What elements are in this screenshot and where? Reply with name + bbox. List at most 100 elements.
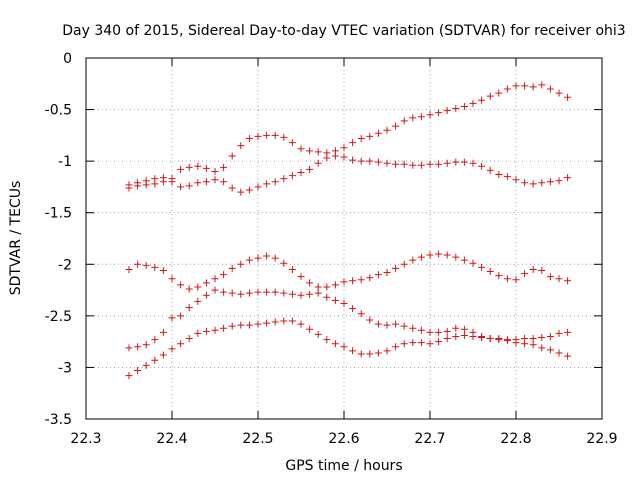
data-point — [177, 281, 185, 289]
data-point — [349, 156, 357, 164]
data-point — [357, 157, 365, 165]
data-point — [245, 186, 253, 194]
data-point — [202, 178, 210, 186]
x-tick-label: 22.4 — [156, 431, 187, 447]
data-point — [478, 162, 486, 170]
x-tick-label: 22.7 — [414, 431, 445, 447]
data-point — [314, 289, 322, 297]
data-point — [564, 352, 572, 360]
data-point — [271, 254, 279, 262]
data-point — [134, 367, 142, 375]
data-point — [202, 291, 210, 299]
data-point — [374, 271, 382, 279]
data-point — [194, 329, 202, 337]
data-point — [486, 166, 494, 174]
data-point — [177, 165, 185, 173]
data-point — [202, 164, 210, 172]
y-tick-label: -3 — [58, 360, 72, 376]
data-point — [220, 324, 228, 332]
data-point — [211, 275, 219, 283]
data-point — [529, 180, 537, 188]
data-point — [392, 160, 400, 168]
data-point — [237, 260, 245, 268]
data-point — [151, 175, 159, 183]
data-point — [460, 158, 468, 166]
data-point — [383, 126, 391, 134]
data-point — [417, 339, 425, 347]
data-point — [151, 356, 159, 364]
data-point — [400, 160, 408, 168]
data-point — [271, 178, 279, 186]
data-point — [340, 299, 348, 307]
data-point — [349, 139, 357, 147]
data-point — [521, 340, 529, 348]
data-point — [314, 148, 322, 156]
data-point — [469, 332, 477, 340]
data-point — [486, 92, 494, 100]
data-point — [323, 336, 331, 344]
data-point — [452, 105, 460, 113]
x-tick-label: 22.5 — [242, 431, 273, 447]
data-point — [435, 328, 443, 336]
data-point — [400, 260, 408, 268]
data-point — [443, 327, 451, 335]
data-point — [323, 293, 331, 301]
data-point — [340, 144, 348, 152]
data-point — [288, 265, 296, 273]
data-point — [392, 343, 400, 351]
data-point — [159, 351, 167, 359]
data-point — [564, 277, 572, 285]
data-point — [392, 320, 400, 328]
data-point — [314, 330, 322, 338]
data-point — [228, 264, 236, 272]
data-point — [340, 278, 348, 286]
data-point — [546, 85, 554, 93]
data-point — [503, 85, 511, 93]
data-point — [194, 179, 202, 187]
data-point — [521, 82, 529, 90]
data-point — [366, 157, 374, 165]
data-point — [263, 252, 271, 260]
data-point — [503, 336, 511, 344]
y-tick-label: -1.5 — [45, 206, 72, 222]
data-point — [263, 180, 271, 188]
data-point — [555, 89, 563, 97]
data-point — [495, 272, 503, 280]
data-point — [426, 251, 434, 259]
data-points — [125, 81, 572, 380]
data-point — [220, 163, 228, 171]
data-point — [194, 283, 202, 291]
data-point — [555, 329, 563, 337]
data-point — [185, 182, 193, 190]
data-point — [297, 168, 305, 176]
series-track-5 — [125, 317, 572, 380]
data-point — [546, 178, 554, 186]
data-point — [306, 147, 314, 155]
data-point — [383, 159, 391, 167]
data-point — [125, 372, 133, 380]
data-point — [245, 289, 253, 297]
data-point — [512, 82, 520, 90]
plot-frame — [85, 57, 603, 420]
x-tick-label: 22.9 — [586, 431, 617, 447]
data-point — [512, 276, 520, 284]
data-point — [452, 332, 460, 340]
data-point — [349, 347, 357, 355]
data-point — [211, 326, 219, 334]
data-point — [151, 263, 159, 271]
data-point — [177, 312, 185, 320]
data-point — [529, 335, 537, 343]
data-point — [435, 109, 443, 117]
data-point — [254, 320, 262, 328]
data-point — [349, 305, 357, 313]
data-point — [564, 174, 572, 182]
data-point — [125, 265, 133, 273]
data-point — [435, 250, 443, 258]
data-point — [159, 174, 167, 182]
data-point — [529, 265, 537, 273]
data-point — [495, 89, 503, 97]
data-point — [400, 322, 408, 330]
data-point — [469, 259, 477, 267]
